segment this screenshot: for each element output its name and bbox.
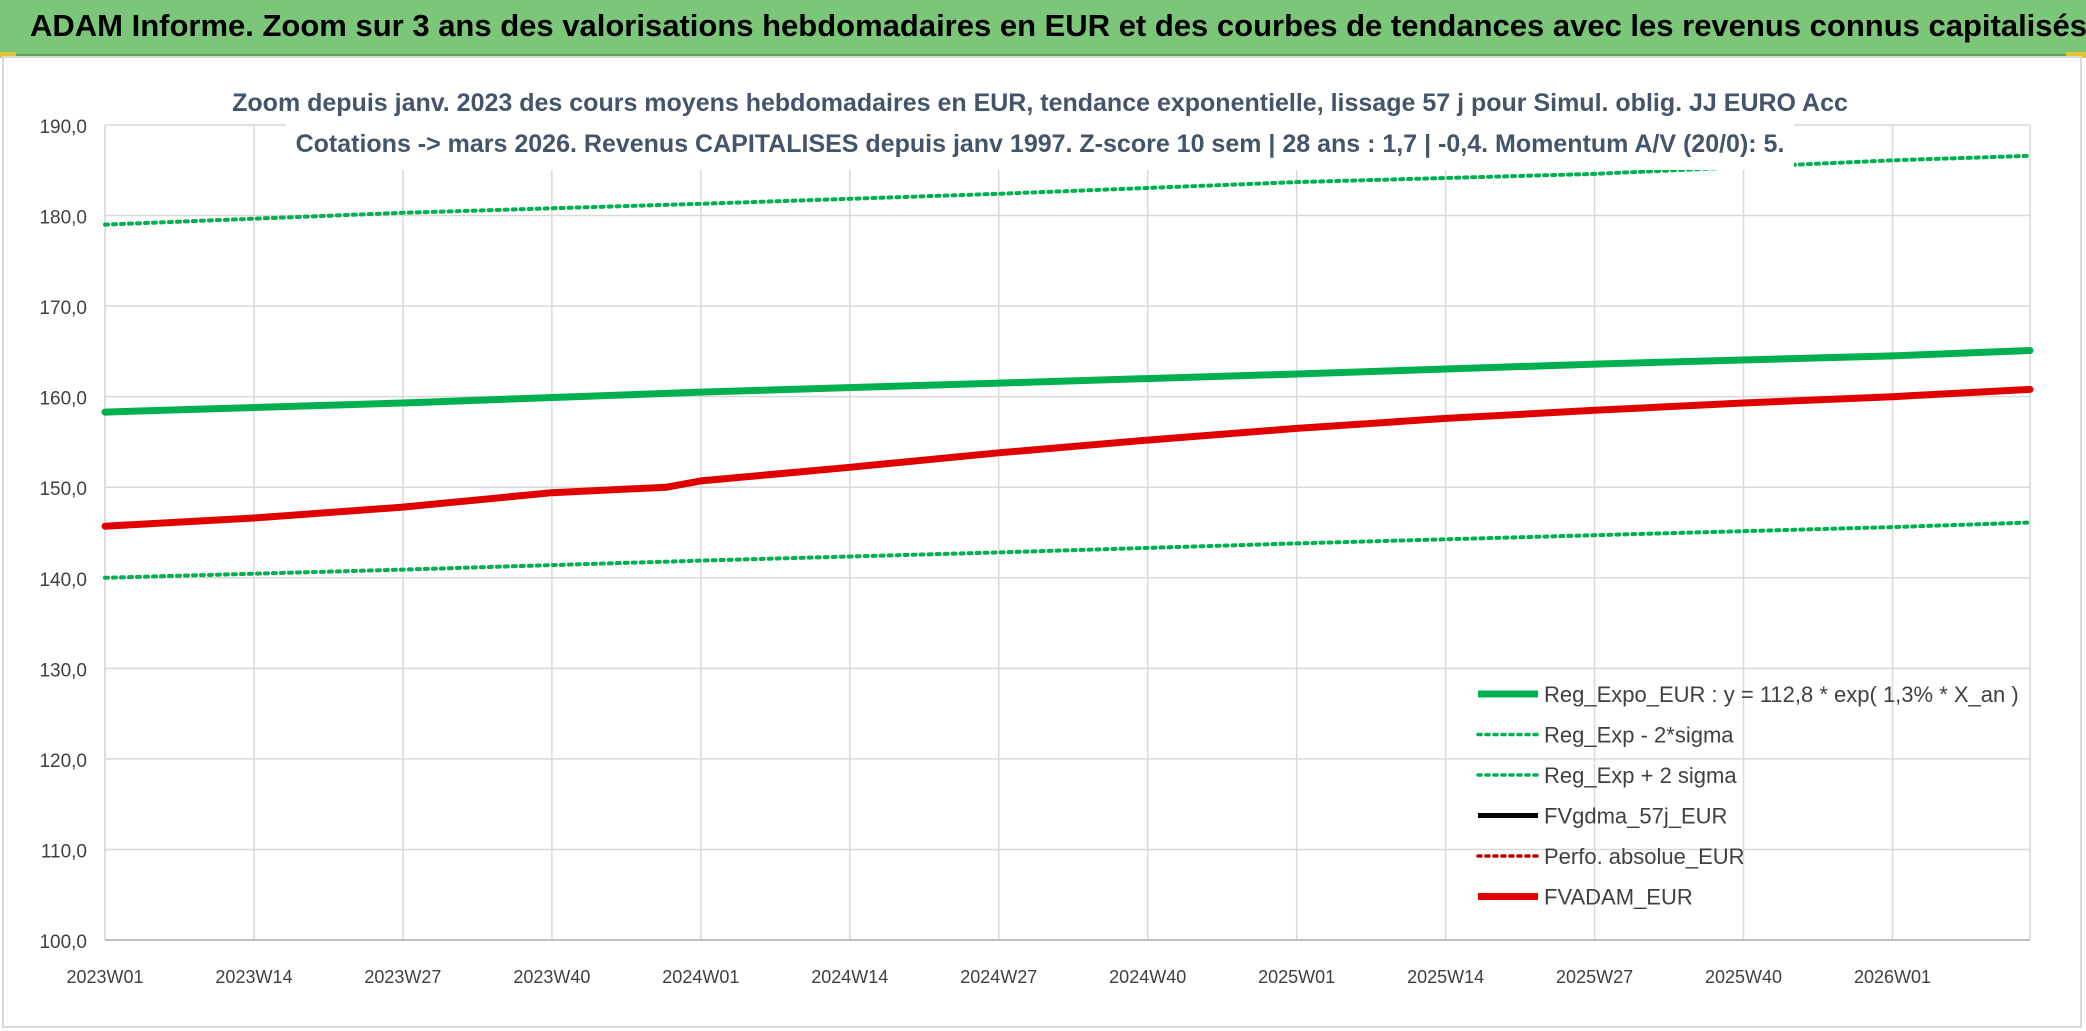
series-line-2 [103, 153, 2032, 227]
chart-title-background [286, 80, 1794, 170]
y-tick-label: 140,0 [39, 570, 87, 591]
x-tick-label: 2026W01 [1854, 967, 1931, 987]
series-line-1 [103, 520, 2032, 580]
corner-accent-left [0, 52, 16, 58]
x-tick-label: 2025W01 [1258, 967, 1335, 987]
y-tick-label: 120,0 [39, 751, 87, 772]
corner-accent-right [2066, 52, 2086, 58]
x-tick-label: 2025W27 [1556, 967, 1633, 987]
gridlines [104, 124, 2031, 941]
x-axis: 2023W01 2023W14 2023W27 2023W40 2024W01 2024W… [66, 967, 1931, 987]
y-tick-label: 130,0 [39, 660, 87, 681]
y-axis: 100,0 110,0 120,0 130,0 140,0 150,0 160,0 170,0… [39, 117, 87, 953]
y-tick-label: 160,0 [39, 389, 87, 410]
legend: Reg_Expo_EUR : y = 112,8 * exp( 1,3% * X… [1476, 682, 2019, 910]
x-tick-label: 2024W40 [1109, 967, 1186, 987]
x-tick-label: 2025W40 [1705, 967, 1782, 987]
chart-title-line-1: Zoom depuis janv. 2023 des cours moyens … [232, 89, 1848, 117]
legend-label: FVADAM_EUR [1544, 885, 1693, 910]
legend-label: Perfo. absolue_EUR [1544, 844, 1745, 869]
chart-frame [2, 56, 2082, 1028]
series-lines [101, 153, 2034, 580]
x-tick-label: 2023W27 [364, 967, 441, 987]
legend-label: Reg_Expo_EUR : y = 112,8 * exp( 1,3% * X… [1544, 682, 2019, 707]
x-tick-label: 2023W40 [513, 967, 590, 987]
y-tick-label: 100,0 [39, 932, 87, 953]
x-tick-label: 2023W14 [215, 967, 292, 987]
legend-label: Reg_Exp - 2*sigma [1544, 723, 1734, 748]
x-tick-label: 2023W01 [66, 967, 143, 987]
report-title: ADAM Informe. Zoom sur 3 ans des valoris… [30, 8, 2086, 43]
x-tick-label: 2024W01 [662, 967, 739, 987]
legend-label: Reg_Exp + 2 sigma [1544, 763, 1737, 788]
chart-title-line-2: Cotations -> mars 2026. Revenus CAPITALI… [296, 130, 1785, 158]
x-tick-label: 2024W27 [960, 967, 1037, 987]
x-tick-label: 2024W14 [811, 967, 888, 987]
report-title-banner: ADAM Informe. Zoom sur 3 ans des valoris… [0, 0, 2086, 56]
y-tick-label: 190,0 [39, 117, 87, 138]
series-line-5 [101, 385, 2034, 530]
y-tick-label: 180,0 [39, 208, 87, 229]
y-tick-label: 110,0 [41, 841, 87, 862]
y-tick-label: 150,0 [39, 479, 87, 500]
legend-label: FVgdma_57j_EUR [1544, 804, 1727, 829]
series-line-0 [101, 347, 2034, 416]
y-tick-label: 170,0 [39, 298, 87, 319]
x-tick-label: 2025W14 [1407, 967, 1484, 987]
